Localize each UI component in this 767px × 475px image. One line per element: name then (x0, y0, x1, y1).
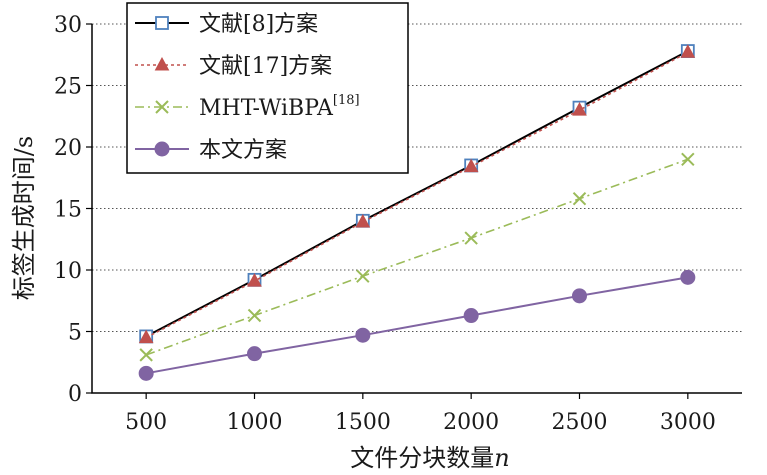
series-1-point-2000 (463, 158, 479, 173)
legend-label-1: 文献[17]方案 (199, 54, 332, 79)
series-2-point-1500 (356, 269, 370, 283)
x-tick-label-500: 500 (125, 410, 167, 435)
y-tick-label-20: 20 (54, 136, 82, 161)
series-3-point-1000 (247, 346, 262, 362)
y-tick-label-0: 0 (68, 382, 82, 407)
series-line-3 (146, 276, 688, 375)
series-2-point-500 (139, 348, 153, 362)
x-axis-title-var: n (494, 444, 509, 472)
legend-label-3: 本文方案 (199, 138, 287, 163)
legend-marker-0 (155, 16, 169, 30)
series-2-point-1000 (247, 308, 262, 323)
y-axis-title: 标签生成时间/s (10, 136, 38, 300)
series-2-point-2500 (572, 191, 587, 206)
x-axis-ticks: 500 1000 1500 2000 2500 3000 (125, 393, 716, 435)
series-group (138, 44, 696, 381)
series-2 (139, 152, 695, 362)
legend-box (126, 2, 409, 174)
series-1-point-2500 (572, 102, 587, 116)
series-3-point-1500 (355, 327, 371, 343)
series-3-point-2000 (463, 308, 479, 324)
legend-marker-2 (155, 100, 169, 114)
series-1-point-1500 (355, 213, 371, 228)
legend-marker-1 (154, 56, 170, 71)
x-axis-title: 文件分块数量n (350, 444, 509, 472)
legend-label-text-2: MHT-WiBPA (199, 96, 334, 121)
series-2-point-3000 (681, 152, 695, 167)
legend-marker-3 (154, 141, 170, 157)
legend-label-sup-2: [18] (333, 93, 360, 108)
series-1-point-1000 (247, 273, 262, 287)
series-line-0 (145, 50, 689, 338)
legend-label-2: MHT-WiBPA[18] (199, 93, 360, 121)
legend-label-0: 文献[8]方案 (199, 12, 318, 37)
series-1-point-500 (138, 329, 154, 344)
series-3-point-3000 (680, 269, 696, 285)
series-line-1 (145, 51, 689, 339)
y-tick-label-30: 30 (54, 13, 82, 38)
x-tick-label-1000: 1000 (227, 410, 283, 435)
y-tick-label-10: 10 (54, 259, 82, 284)
series-1 (138, 44, 696, 344)
legend-label-text-3: 本文方案 (199, 138, 287, 163)
x-axis-title-text: 文件分块数量 (350, 444, 494, 472)
y-tick-label-15: 15 (54, 198, 82, 223)
legend-label-text-0: 文献[8]方案 (199, 12, 318, 37)
x-tick-label-1500: 1500 (335, 410, 391, 435)
x-tick-label-2000: 2000 (443, 410, 499, 435)
series-2-point-2000 (464, 231, 478, 245)
series-1-point-3000 (680, 44, 696, 58)
x-tick-label-3000: 3000 (660, 410, 716, 435)
series-line-2 (145, 158, 689, 356)
y-tick-label-5: 5 (68, 321, 82, 346)
series-3-point-2500 (572, 288, 587, 304)
legend-label-text-1: 文献[17]方案 (199, 54, 332, 79)
y-tick-label-25: 25 (54, 75, 82, 100)
x-tick-label-2500: 2500 (552, 410, 608, 435)
series-3-point-500 (138, 365, 154, 381)
series-3 (138, 269, 696, 381)
y-axis-ticks: 0 5 10 15 20 25 30 (54, 13, 92, 407)
